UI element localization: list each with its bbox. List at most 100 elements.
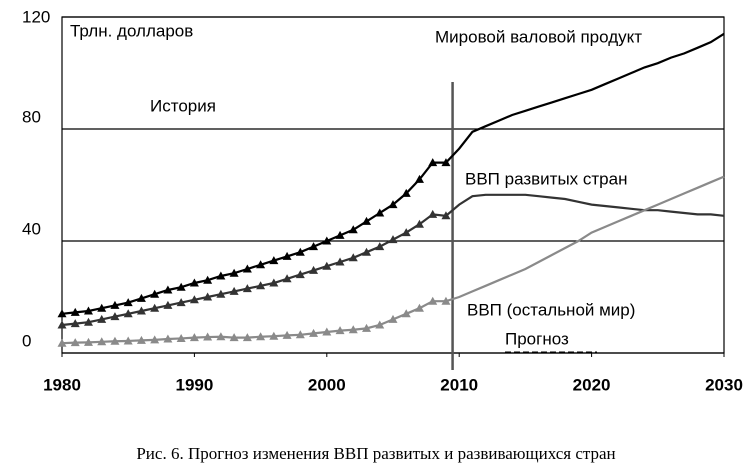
y-tick-label: 120 bbox=[22, 7, 50, 26]
marker bbox=[97, 337, 107, 346]
marker bbox=[414, 303, 424, 312]
marker bbox=[269, 278, 279, 287]
marker bbox=[375, 208, 385, 217]
marker bbox=[176, 333, 186, 342]
marker bbox=[229, 286, 239, 295]
marker bbox=[428, 296, 438, 305]
marker bbox=[83, 306, 93, 315]
marker bbox=[97, 303, 107, 312]
marker bbox=[70, 338, 80, 347]
marker bbox=[375, 242, 385, 251]
y-tick-label: 80 bbox=[22, 107, 41, 126]
x-tick-label: 1990 bbox=[175, 375, 213, 394]
marker bbox=[401, 309, 411, 318]
marker bbox=[70, 307, 80, 316]
marker bbox=[97, 314, 107, 323]
marker bbox=[163, 300, 173, 309]
caption: Рис. 6. Прогноз изменения ВВП развитых и… bbox=[136, 444, 615, 463]
marker bbox=[110, 312, 120, 321]
marker bbox=[256, 281, 266, 290]
marker bbox=[295, 247, 305, 256]
marker bbox=[269, 256, 279, 265]
x-tick-label: 2020 bbox=[573, 375, 611, 394]
marker bbox=[309, 328, 319, 337]
marker bbox=[216, 332, 226, 341]
marker bbox=[322, 261, 332, 270]
marker bbox=[414, 219, 424, 228]
series-label: Мировой валовой продукт bbox=[435, 27, 642, 46]
marker bbox=[203, 292, 213, 301]
marker bbox=[441, 211, 451, 220]
marker bbox=[348, 253, 358, 262]
marker bbox=[348, 325, 358, 334]
marker bbox=[388, 235, 398, 244]
marker bbox=[216, 289, 226, 298]
marker bbox=[150, 289, 160, 298]
marker bbox=[375, 320, 385, 329]
marker bbox=[229, 268, 239, 277]
marker bbox=[136, 306, 146, 315]
marker bbox=[203, 332, 213, 341]
marker bbox=[176, 298, 186, 307]
marker bbox=[57, 320, 67, 329]
marker bbox=[83, 337, 93, 346]
y-axis-label: Трлн. долларов bbox=[70, 21, 193, 40]
x-tick-label: 2010 bbox=[440, 375, 478, 394]
marker bbox=[163, 285, 173, 294]
annotation-forecast: Прогноз bbox=[505, 329, 569, 348]
marker bbox=[136, 293, 146, 302]
marker bbox=[256, 260, 266, 269]
marker bbox=[57, 338, 67, 347]
series-label: ВВП развитых стран bbox=[465, 169, 627, 188]
marker bbox=[150, 335, 160, 344]
marker bbox=[229, 333, 239, 342]
marker bbox=[189, 278, 199, 287]
marker bbox=[123, 309, 133, 318]
marker bbox=[242, 264, 252, 273]
marker bbox=[123, 298, 133, 307]
marker bbox=[203, 275, 213, 284]
marker bbox=[309, 242, 319, 251]
marker bbox=[110, 336, 120, 345]
marker bbox=[388, 200, 398, 209]
marker bbox=[150, 303, 160, 312]
marker bbox=[335, 257, 345, 266]
marker bbox=[256, 332, 266, 341]
marker bbox=[242, 284, 252, 293]
x-tick-label: 2000 bbox=[308, 375, 346, 394]
marker bbox=[269, 331, 279, 340]
marker bbox=[123, 336, 133, 345]
marker bbox=[295, 270, 305, 279]
series-label: ВВП (остальной мир) bbox=[467, 300, 635, 319]
marker bbox=[441, 158, 451, 167]
annotation-history: История bbox=[150, 96, 216, 115]
marker bbox=[282, 330, 292, 339]
marker bbox=[348, 225, 358, 234]
marker bbox=[362, 247, 372, 256]
marker bbox=[335, 326, 345, 335]
marker bbox=[295, 330, 305, 339]
marker bbox=[322, 236, 332, 245]
marker bbox=[362, 216, 372, 225]
marker bbox=[163, 334, 173, 343]
marker bbox=[136, 335, 146, 344]
x-tick-label: 1980 bbox=[43, 375, 81, 394]
marker bbox=[216, 271, 226, 280]
marker bbox=[242, 333, 252, 342]
marker bbox=[57, 309, 67, 318]
x-tick-label: 2030 bbox=[705, 375, 743, 394]
marker bbox=[309, 265, 319, 274]
marker bbox=[362, 323, 372, 332]
marker bbox=[282, 251, 292, 260]
marker bbox=[414, 174, 424, 183]
y-tick-label: 40 bbox=[22, 219, 41, 238]
marker bbox=[322, 327, 332, 336]
marker bbox=[110, 300, 120, 309]
marker bbox=[428, 209, 438, 218]
marker bbox=[189, 295, 199, 304]
marker bbox=[282, 274, 292, 283]
marker bbox=[335, 230, 345, 239]
marker bbox=[70, 319, 80, 328]
marker bbox=[401, 188, 411, 197]
